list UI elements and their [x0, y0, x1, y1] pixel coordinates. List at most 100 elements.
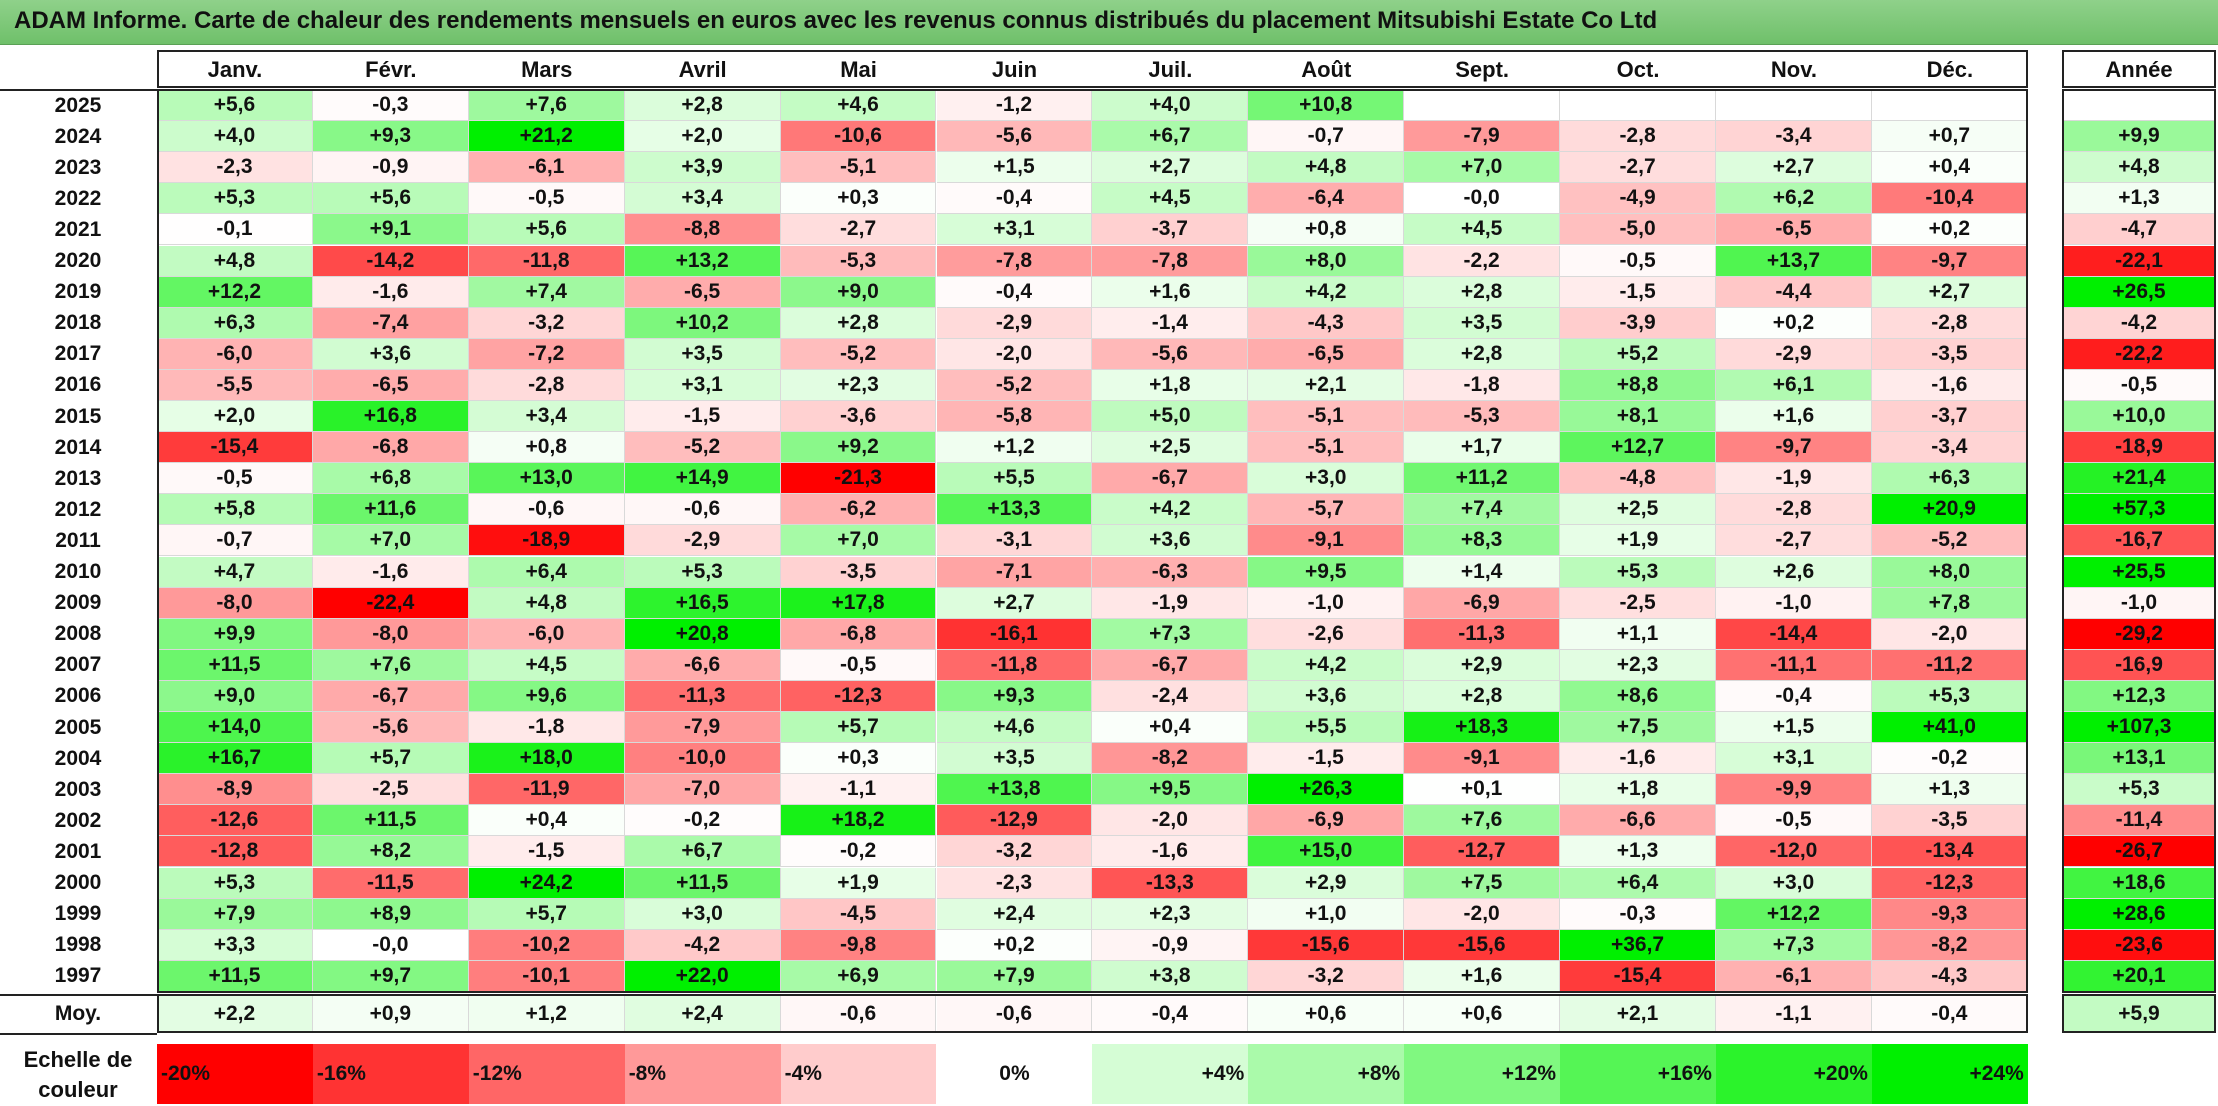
average-cell: -0,4: [1092, 995, 1249, 1032]
heatmap-cell: -6,7: [312, 680, 469, 712]
heatmap-cell: +9,1: [312, 214, 469, 246]
heatmap-cell: +0,8: [468, 432, 625, 464]
heatmap-cell: -5,2: [1871, 525, 2028, 557]
heatmap-cell: +0,4: [1871, 152, 2028, 184]
heatmap-cell: -0,4: [936, 183, 1093, 215]
heatmap-cell: +3,1: [936, 214, 1093, 246]
heatmap-cell: -2,7: [1716, 525, 1872, 557]
year-label: 2010: [54, 560, 102, 584]
heatmap-cell: +4,8: [1248, 152, 1405, 184]
heatmap-cell: +0,2: [1871, 214, 2028, 246]
heatmap-cell: -5,5: [157, 369, 313, 401]
heatmap-cell: +9,0: [780, 276, 937, 308]
heatmap-cell: -1,6: [312, 556, 469, 588]
heatmap-cell: -5,2: [780, 338, 937, 370]
heatmap-cell: -15,6: [1404, 929, 1561, 961]
heatmap-cell: +3,5: [1404, 307, 1561, 339]
heatmap-cell: -6,1: [1716, 960, 1872, 992]
heatmap-cell: +7,4: [1404, 494, 1561, 526]
heatmap-cell: -7,8: [936, 245, 1093, 277]
annual-cell: -26,7: [2062, 836, 2216, 868]
heatmap-cell: +5,7: [312, 743, 469, 775]
average-cell: +1,2: [468, 995, 625, 1032]
heatmap-cell: -6,9: [1248, 805, 1405, 837]
heatmap-cell: -7,9: [624, 712, 781, 744]
heatmap-cell: +3,4: [624, 183, 781, 215]
heatmap-cell: +2,8: [624, 90, 781, 122]
annual-cell: +20,1: [2062, 960, 2216, 992]
color-scale-stop: +12%: [1404, 1044, 1561, 1104]
heatmap-cell: +3,6: [312, 338, 469, 370]
heatmap-cell: +2,9: [1404, 649, 1561, 681]
year-label: 1997: [54, 964, 102, 988]
heatmap-cell: +16,7: [157, 743, 313, 775]
heatmap-cell: +2,8: [1404, 680, 1561, 712]
heatmap-cell: -0,9: [1092, 929, 1249, 961]
year-label: 2011: [55, 528, 101, 552]
heatmap-cell: +1,6: [1716, 401, 1872, 433]
heatmap-cell: +0,3: [780, 743, 937, 775]
column-header: Nov.: [1770, 57, 1817, 82]
heatmap-cell: -12,3: [780, 680, 937, 712]
heatmap-cell: -15,4: [1560, 960, 1716, 992]
heatmap-cell: -6,5: [312, 369, 469, 401]
heatmap-cell: +7,0: [1404, 152, 1561, 184]
heatmap-cell: -6,2: [780, 494, 937, 526]
color-scale-label-line2: couleur: [38, 1077, 118, 1102]
heatmap-cell: -2,5: [312, 774, 469, 806]
heatmap-cell: +7,4: [468, 276, 625, 308]
heatmap-cell: -0,2: [780, 836, 937, 868]
heatmap-cell: +7,3: [1092, 618, 1249, 650]
heatmap-cell: +4,5: [1404, 214, 1561, 246]
year-label: 2003: [54, 777, 102, 801]
heatmap-cell: -2,3: [157, 152, 313, 184]
heatmap-cell: +9,6: [468, 680, 625, 712]
heatmap-cell: +21,2: [468, 121, 625, 153]
year-label: 2018: [54, 311, 102, 335]
heatmap-cell: +9,5: [1248, 556, 1405, 588]
heatmap-cell: -5,3: [780, 245, 937, 277]
heatmap-cell: +7,5: [1560, 712, 1716, 744]
heatmap-cell: +3,0: [1716, 867, 1872, 899]
heatmap-cell: -2,0: [1871, 618, 2028, 650]
heatmap-cell: +2,7: [936, 587, 1093, 619]
heatmap-cell: -3,1: [936, 525, 1093, 557]
annual-cell: +12,3: [2062, 680, 2216, 712]
annual-cell: -11,4: [2062, 805, 2216, 837]
average-bottom-divider: [0, 1032, 157, 1035]
color-scale-stop: +4%: [1092, 1044, 1249, 1104]
heatmap-cell: -3,2: [936, 836, 1093, 868]
heatmap-cell: +4,8: [157, 245, 313, 277]
heatmap-cell: -2,0: [936, 338, 1093, 370]
heatmap-cell: -0,3: [312, 90, 469, 122]
heatmap-cell: +20,9: [1871, 494, 2028, 526]
average-cell: -0,6: [936, 995, 1093, 1032]
heatmap-cell: -3,2: [468, 307, 625, 339]
heatmap-cell: -7,8: [1092, 245, 1249, 277]
heatmap-cell: +3,6: [1248, 680, 1405, 712]
year-label: 2025: [54, 93, 102, 117]
heatmap-cell: -1,9: [1716, 463, 1872, 495]
heatmap-cell: +22,0: [624, 960, 781, 992]
heatmap-cell: -21,3: [780, 463, 937, 495]
heatmap-cell: +13,7: [1716, 245, 1872, 277]
heatmap-cell: -0,2: [624, 805, 781, 837]
annual-cell: +21,4: [2062, 463, 2216, 495]
heatmap-cell: -7,4: [312, 307, 469, 339]
color-scale-stop: -4%: [780, 1044, 937, 1104]
annual-cell: +1,3: [2062, 183, 2216, 215]
heatmap-cell: +2,9: [1248, 867, 1405, 899]
heatmap-cell: +2,3: [1092, 898, 1249, 930]
heatmap-cell: +14,9: [624, 463, 781, 495]
heatmap-cell: +0,4: [468, 805, 625, 837]
heatmap-cell: -4,3: [1871, 960, 2028, 992]
average-divider: [0, 993, 157, 996]
heatmap-cell: +8,6: [1560, 680, 1716, 712]
heatmap-cell: +8,9: [312, 898, 469, 930]
heatmap-cell: +1,5: [936, 152, 1093, 184]
average-cell: -0,6: [780, 995, 937, 1032]
heatmap-cell: +13,0: [468, 463, 625, 495]
heatmap-cell: -10,4: [1871, 183, 2028, 215]
heatmap-cell: -3,5: [1871, 805, 2028, 837]
year-label: 2000: [54, 871, 102, 895]
